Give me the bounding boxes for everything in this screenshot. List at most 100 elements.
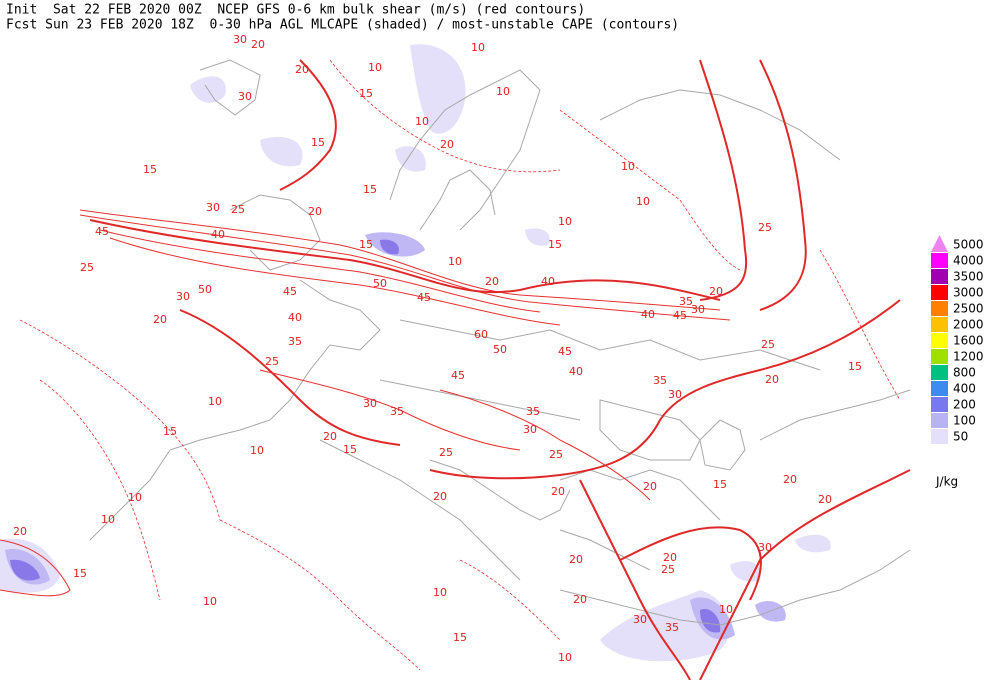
contour-label: 10 xyxy=(471,41,485,54)
contour-label: 15 xyxy=(359,87,373,100)
legend-unit: J/kg xyxy=(935,475,958,489)
contour-label: 15 xyxy=(713,478,727,491)
contour-label: 15 xyxy=(848,360,862,373)
legend-swatch xyxy=(931,429,948,444)
contour-label: 20 xyxy=(485,275,499,288)
contour-label: 10 xyxy=(558,651,572,664)
contour-label: 20 xyxy=(308,205,322,218)
contour-label: 30 xyxy=(363,397,377,410)
contour-label: 25 xyxy=(758,221,772,234)
contour-label: 10 xyxy=(250,444,264,457)
contour-label: 15 xyxy=(548,238,562,251)
legend-label: 3000 xyxy=(953,286,984,300)
contour-label: 30 xyxy=(523,423,537,436)
legend: 5000 4000 3500 3000 2500 2000 1600 1200 800 400 20… xyxy=(931,235,984,489)
legend-swatch xyxy=(931,285,948,300)
contour-label: 20 xyxy=(818,493,832,506)
legend-swatch xyxy=(931,269,948,284)
legend-label: 50 xyxy=(953,430,968,444)
contour-label: 30 xyxy=(176,290,190,303)
contour-label: 30 xyxy=(206,201,220,214)
legend-label: 1600 xyxy=(953,334,984,348)
legend-label: 2500 xyxy=(953,302,984,316)
contour-label: 20 xyxy=(783,473,797,486)
contour-label: 25 xyxy=(661,563,675,576)
contour-label: 15 xyxy=(343,443,357,456)
legend-label: 5000 xyxy=(953,238,984,252)
contour-label: 50 xyxy=(198,283,212,296)
contour-label: 10 xyxy=(558,215,572,228)
contour-label: 40 xyxy=(569,365,583,378)
contour-label: 20 xyxy=(295,63,309,76)
contour-label: 10 xyxy=(448,255,462,268)
contour-label: 45 xyxy=(417,291,431,304)
contour-label: 45 xyxy=(95,225,109,238)
contour-label: 20 xyxy=(573,593,587,606)
contour-label: 10 xyxy=(621,160,635,173)
contour-label: 45 xyxy=(673,309,687,322)
contour-label: 35 xyxy=(526,405,540,418)
contour-label: 20 xyxy=(323,430,337,443)
contour-label: 45 xyxy=(558,345,572,358)
contour-label: 20 xyxy=(551,485,565,498)
contour-label: 45 xyxy=(283,285,297,298)
legend-swatch xyxy=(931,317,948,332)
legend-swatch xyxy=(931,349,948,364)
contour-label: 30 xyxy=(691,303,705,316)
contour-label: 40 xyxy=(541,275,555,288)
contour-label: 25 xyxy=(80,261,94,274)
legend-label: 1200 xyxy=(953,350,984,364)
contour-label: 35 xyxy=(288,335,302,348)
legend-label: 4000 xyxy=(953,254,984,268)
legend-label: 200 xyxy=(953,398,976,412)
contour-label: 40 xyxy=(211,228,225,241)
contour-label: 25 xyxy=(761,338,775,351)
legend-label: 100 xyxy=(953,414,976,428)
contour-label: 30 xyxy=(233,33,247,46)
contour-label: 15 xyxy=(311,136,325,149)
contour-label: 20 xyxy=(13,525,27,538)
contour-label: 10 xyxy=(415,115,429,128)
shear-contours xyxy=(0,59,911,680)
contour-label: 50 xyxy=(373,277,387,290)
contour-label: 10 xyxy=(101,513,115,526)
coastlines xyxy=(89,59,911,626)
contour-label: 20 xyxy=(663,551,677,564)
contour-label: 15 xyxy=(163,425,177,438)
legend-swatch xyxy=(931,365,948,380)
contour-label: 20 xyxy=(440,138,454,151)
contour-label: 20 xyxy=(433,490,447,503)
contour-label: 15 xyxy=(363,183,377,196)
contour-label: 30 xyxy=(238,90,252,103)
contour-label: 10 xyxy=(496,85,510,98)
contour-label: 25 xyxy=(439,446,453,459)
contour-label: 20 xyxy=(765,373,779,386)
header-line: Init Sat 22 FEB 2020 00Z NCEP GFS 0-6 km… xyxy=(6,3,585,18)
contour-label: 40 xyxy=(288,311,302,324)
legend-swatch xyxy=(931,381,948,396)
contour-label: 10 xyxy=(203,595,217,608)
contour-label: 45 xyxy=(451,369,465,382)
contour-label: 20 xyxy=(643,480,657,493)
contour-label: 10 xyxy=(128,491,142,504)
legend-swatch xyxy=(931,413,948,428)
contour-label: 20 xyxy=(251,38,265,51)
contour-label: 25 xyxy=(265,355,279,368)
legend-label: 3500 xyxy=(953,270,984,284)
legend-label: 400 xyxy=(953,382,976,396)
contour-label: 40 xyxy=(641,308,655,321)
contour-label: 50 xyxy=(493,343,507,356)
contour-label: 15 xyxy=(453,631,467,644)
contour-label: 30 xyxy=(758,541,772,554)
contour-label: 20 xyxy=(153,313,167,326)
legend-label: 2000 xyxy=(953,318,984,332)
contour-label: 10 xyxy=(719,603,733,616)
contour-label: 35 xyxy=(665,621,679,634)
contour-label: 25 xyxy=(549,448,563,461)
contour-label: 10 xyxy=(208,395,222,408)
legend-swatch xyxy=(931,333,948,348)
contour-label: 35 xyxy=(653,374,667,387)
legend-swatch xyxy=(931,253,948,268)
